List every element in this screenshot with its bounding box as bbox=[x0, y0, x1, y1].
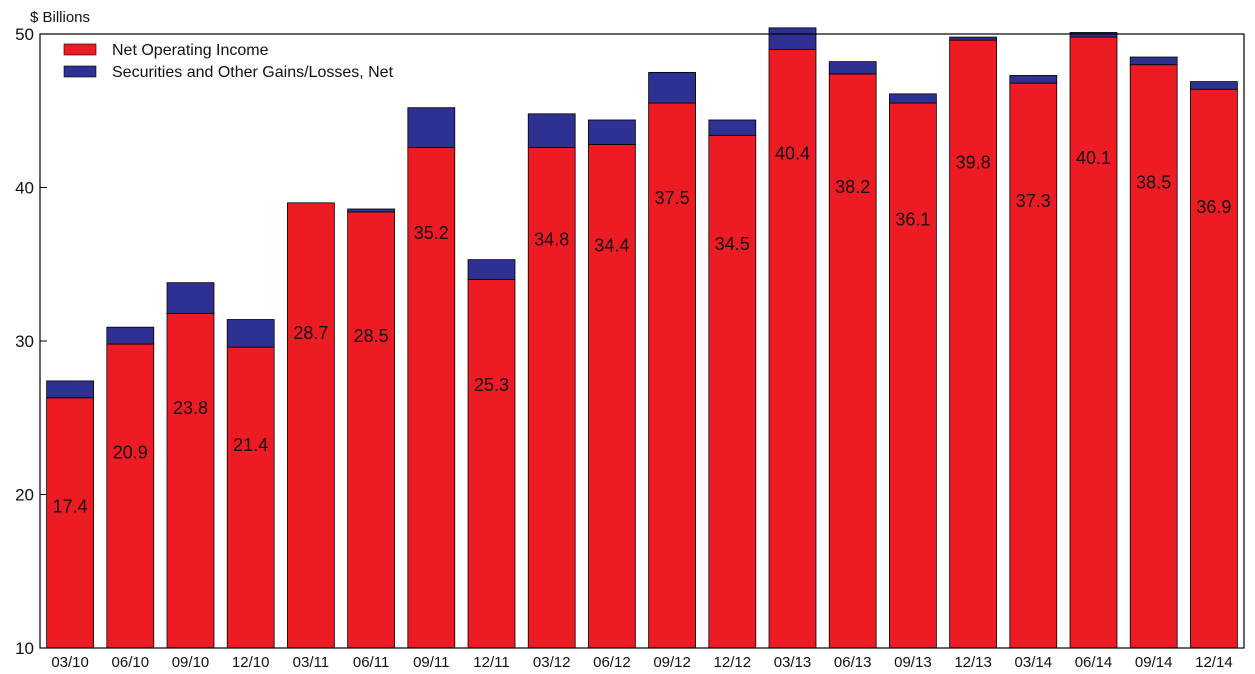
bar-net-operating-income bbox=[226, 346, 275, 649]
y-tick-label: 50 bbox=[15, 25, 34, 44]
x-category-label: 03/12 bbox=[533, 654, 571, 671]
bar-net-operating-income bbox=[768, 48, 817, 649]
bar-net-operating-income bbox=[1009, 82, 1058, 649]
bar-total-label: 28.7 bbox=[293, 323, 328, 343]
bar-total-label: 23.8 bbox=[173, 398, 208, 418]
x-category-label: 12/14 bbox=[1195, 654, 1233, 671]
bar-total-label: 25.3 bbox=[474, 375, 509, 395]
bar-net-operating-income bbox=[166, 312, 215, 649]
bar-total-label: 38.2 bbox=[835, 177, 870, 197]
y-tick-label: 40 bbox=[15, 179, 34, 198]
bar-net-operating-income bbox=[407, 147, 456, 649]
bar-net-operating-income bbox=[527, 147, 576, 649]
bar-securities-gains-losses bbox=[106, 326, 155, 345]
bar-securities-gains-losses bbox=[1009, 75, 1058, 84]
x-category-label: 06/10 bbox=[112, 654, 150, 671]
legend-swatch-net-operating-income bbox=[63, 43, 97, 56]
bar-securities-gains-losses bbox=[949, 36, 997, 41]
bar-net-operating-income bbox=[347, 211, 395, 649]
bar-securities-gains-losses bbox=[467, 259, 516, 280]
x-category-label: 06/12 bbox=[593, 654, 631, 671]
bar-net-operating-income bbox=[588, 144, 636, 649]
bar-net-operating-income bbox=[889, 102, 937, 649]
x-category-label: 09/12 bbox=[653, 654, 691, 671]
x-category-label: 03/14 bbox=[1015, 654, 1053, 671]
bar-securities-gains-losses bbox=[588, 119, 636, 145]
bar-total-label: 39.8 bbox=[956, 153, 991, 173]
bar-total-label: 36.9 bbox=[1196, 197, 1231, 217]
y-axis-ticks: 10 20 30 40 50 bbox=[15, 25, 47, 658]
bar-securities-gains-losses bbox=[708, 119, 757, 136]
bar-net-operating-income bbox=[1129, 64, 1178, 649]
bars-group bbox=[46, 27, 1238, 649]
bar-total-label: 28.5 bbox=[354, 326, 389, 346]
x-category-label: 06/11 bbox=[353, 654, 389, 671]
bar-total-label: 37.5 bbox=[655, 188, 690, 208]
bar-securities-gains-losses bbox=[889, 93, 937, 104]
bar-net-operating-income bbox=[46, 397, 94, 649]
legend-swatch-securities-gains-losses bbox=[63, 65, 97, 78]
bar-total-label: 40.1 bbox=[1076, 148, 1111, 168]
x-category-label: 06/14 bbox=[1075, 654, 1113, 671]
bar-net-operating-income bbox=[648, 102, 696, 649]
bar-total-label: 21.4 bbox=[233, 435, 268, 455]
x-category-label: 12/12 bbox=[714, 654, 752, 671]
legend-label-securities-gains-losses: Securities and Other Gains/Losses, Net bbox=[112, 64, 394, 81]
bar-net-operating-income bbox=[106, 343, 155, 649]
bar-net-operating-income bbox=[1069, 36, 1118, 649]
category-labels-group: 03/10 06/10 09/10 12/10 03/11 06/11 09/11 12/11… bbox=[51, 654, 1232, 671]
value-labels-group: 17.4 20.9 23.8 21.4 28.7 28.5 35.2 25.3 34.8 34.4… bbox=[53, 143, 1232, 516]
bar-securities-gains-losses bbox=[527, 113, 576, 148]
x-category-label: 09/14 bbox=[1135, 654, 1173, 671]
bar-net-operating-income bbox=[467, 279, 516, 649]
bar-securities-gains-losses bbox=[46, 380, 94, 399]
bar-net-operating-income bbox=[708, 134, 757, 649]
bar-securities-gains-losses bbox=[166, 282, 215, 314]
bar-securities-gains-losses bbox=[1190, 81, 1238, 90]
bar-net-operating-income bbox=[287, 202, 335, 649]
x-category-label: 09/11 bbox=[413, 654, 449, 671]
bar-net-operating-income bbox=[1190, 88, 1238, 649]
bar-securities-gains-losses bbox=[407, 107, 456, 148]
y-tick-label: 10 bbox=[15, 639, 34, 658]
bar-total-label: 34.5 bbox=[715, 234, 750, 254]
plot-frame bbox=[39, 33, 1245, 649]
x-category-label: 06/13 bbox=[834, 654, 872, 671]
bar-total-label: 17.4 bbox=[53, 496, 88, 516]
bar-securities-gains-losses bbox=[1069, 32, 1118, 38]
bar-total-label: 34.8 bbox=[534, 229, 569, 249]
y-tick-label: 30 bbox=[15, 332, 34, 351]
bar-securities-gains-losses bbox=[828, 61, 877, 75]
bar-total-label: 36.1 bbox=[895, 209, 930, 229]
bar-net-operating-income bbox=[828, 73, 877, 649]
bar-securities-gains-losses bbox=[648, 71, 696, 104]
bar-total-label: 38.5 bbox=[1136, 173, 1171, 193]
bar-securities-gains-losses bbox=[768, 27, 817, 50]
y-axis-unit-label: $ Billions bbox=[30, 9, 90, 26]
x-category-label: 03/10 bbox=[51, 654, 89, 671]
legend-label-net-operating-income: Net Operating Income bbox=[112, 42, 269, 59]
bar-securities-gains-losses bbox=[1129, 56, 1178, 66]
x-category-label: 12/11 bbox=[473, 654, 509, 671]
bar-net-operating-income bbox=[949, 39, 997, 649]
y-tick-label: 20 bbox=[15, 486, 34, 505]
x-category-label: 12/13 bbox=[954, 654, 992, 671]
bar-total-label: 35.2 bbox=[414, 223, 449, 243]
bar-total-label: 34.4 bbox=[594, 235, 629, 255]
x-category-label: 03/13 bbox=[774, 654, 812, 671]
bar-securities-gains-losses bbox=[347, 208, 395, 213]
bar-total-label: 40.4 bbox=[775, 143, 810, 163]
x-category-label: 09/13 bbox=[894, 654, 932, 671]
x-category-label: 09/10 bbox=[172, 654, 210, 671]
bar-total-label: 37.3 bbox=[1016, 191, 1051, 211]
legend: Net Operating Income Securities and Othe… bbox=[63, 42, 394, 81]
x-category-label: 03/11 bbox=[293, 654, 329, 671]
bar-securities-gains-losses bbox=[226, 319, 275, 348]
bar-total-label: 20.9 bbox=[113, 443, 148, 463]
x-category-label: 12/10 bbox=[232, 654, 270, 671]
